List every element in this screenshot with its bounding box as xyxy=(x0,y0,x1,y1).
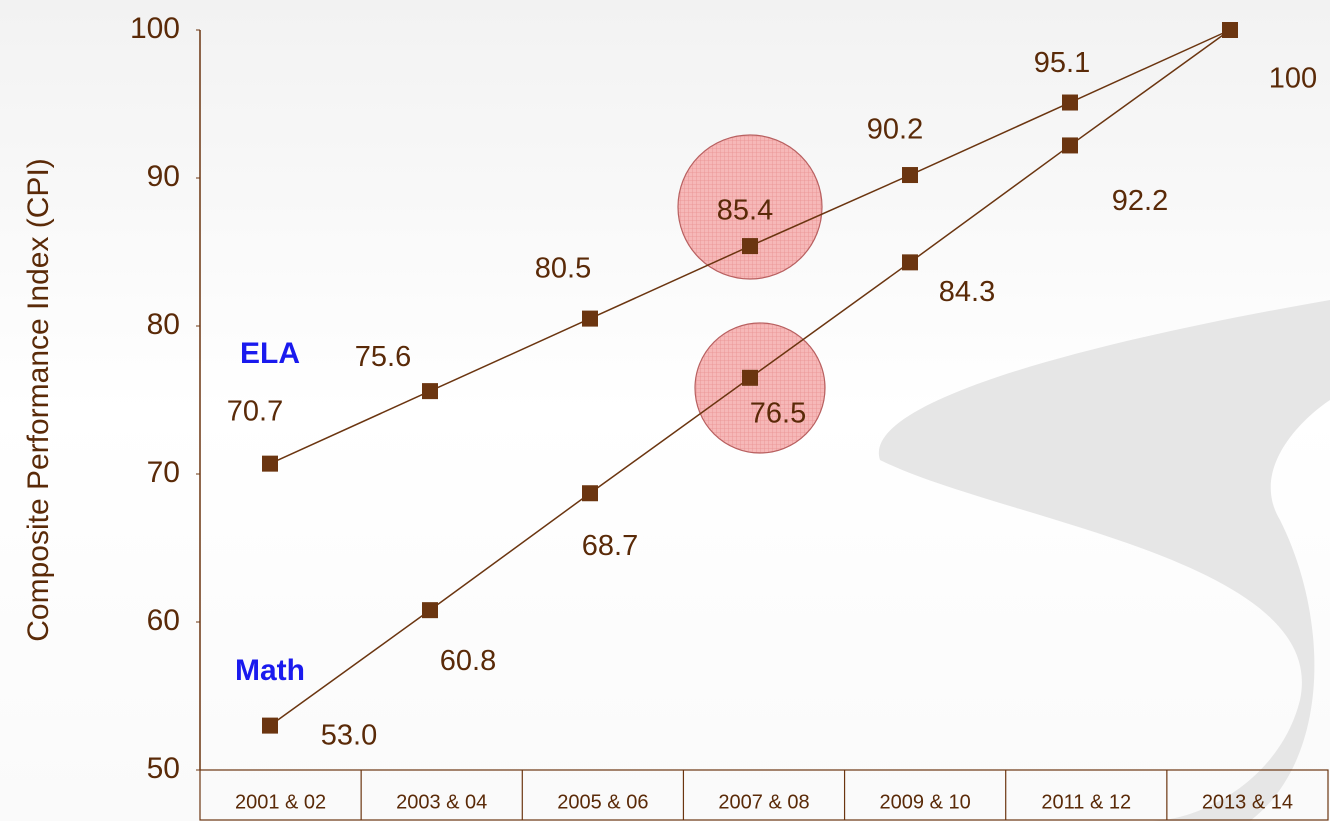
x-tick-label: 2001 & 02 xyxy=(235,791,326,813)
data-label: 70.7 xyxy=(227,395,283,427)
data-label: 92.2 xyxy=(1112,185,1168,217)
marker xyxy=(902,254,918,271)
y-tick-label: 60 xyxy=(147,604,180,637)
marker xyxy=(742,238,758,255)
data-label: 60.8 xyxy=(440,645,496,677)
marker xyxy=(902,167,918,184)
x-tick-label: 2003 & 04 xyxy=(396,791,487,813)
data-label: 84.3 xyxy=(939,276,995,308)
y-axis-label: Composite Performance Index (CPI) xyxy=(22,158,55,642)
data-label: 90.2 xyxy=(867,114,923,146)
data-label: 75.6 xyxy=(355,341,411,373)
marker xyxy=(1222,22,1238,38)
data-label: 68.7 xyxy=(582,530,638,562)
data-label: 100 xyxy=(1269,63,1317,95)
marker xyxy=(742,369,758,386)
marker xyxy=(262,455,278,472)
marker xyxy=(1062,137,1078,154)
category-table xyxy=(199,769,1329,821)
series-label: ELA xyxy=(240,337,300,370)
y-tick-label: 80 xyxy=(147,308,180,341)
data-label: 80.5 xyxy=(535,252,591,284)
marker xyxy=(422,602,438,619)
x-tick-label: 2009 & 10 xyxy=(880,791,971,813)
series-label: Math xyxy=(235,654,305,687)
marker xyxy=(582,485,598,502)
marker xyxy=(1062,94,1078,111)
marker xyxy=(582,310,598,327)
highlight-circle xyxy=(677,134,823,280)
y-tick-label: 70 xyxy=(147,456,180,489)
y-tick-label: 90 xyxy=(147,160,180,193)
data-label: 95.1 xyxy=(1034,47,1090,79)
x-tick-label: 2005 & 06 xyxy=(557,791,648,813)
data-label: 76.5 xyxy=(750,397,806,429)
x-tick-label: 2013 & 14 xyxy=(1202,791,1293,813)
data-label: 85.4 xyxy=(717,195,773,227)
x-tick-label: 2007 & 08 xyxy=(718,791,809,813)
y-tick-label: 50 xyxy=(147,752,180,785)
decor-swoosh xyxy=(878,300,1330,821)
data-label: 53.0 xyxy=(321,719,377,751)
highlight-circle xyxy=(694,322,826,454)
marker xyxy=(262,717,278,734)
y-tick-label: 100 xyxy=(130,12,180,45)
marker xyxy=(422,383,438,400)
x-tick-label: 2011 & 12 xyxy=(1041,791,1131,813)
